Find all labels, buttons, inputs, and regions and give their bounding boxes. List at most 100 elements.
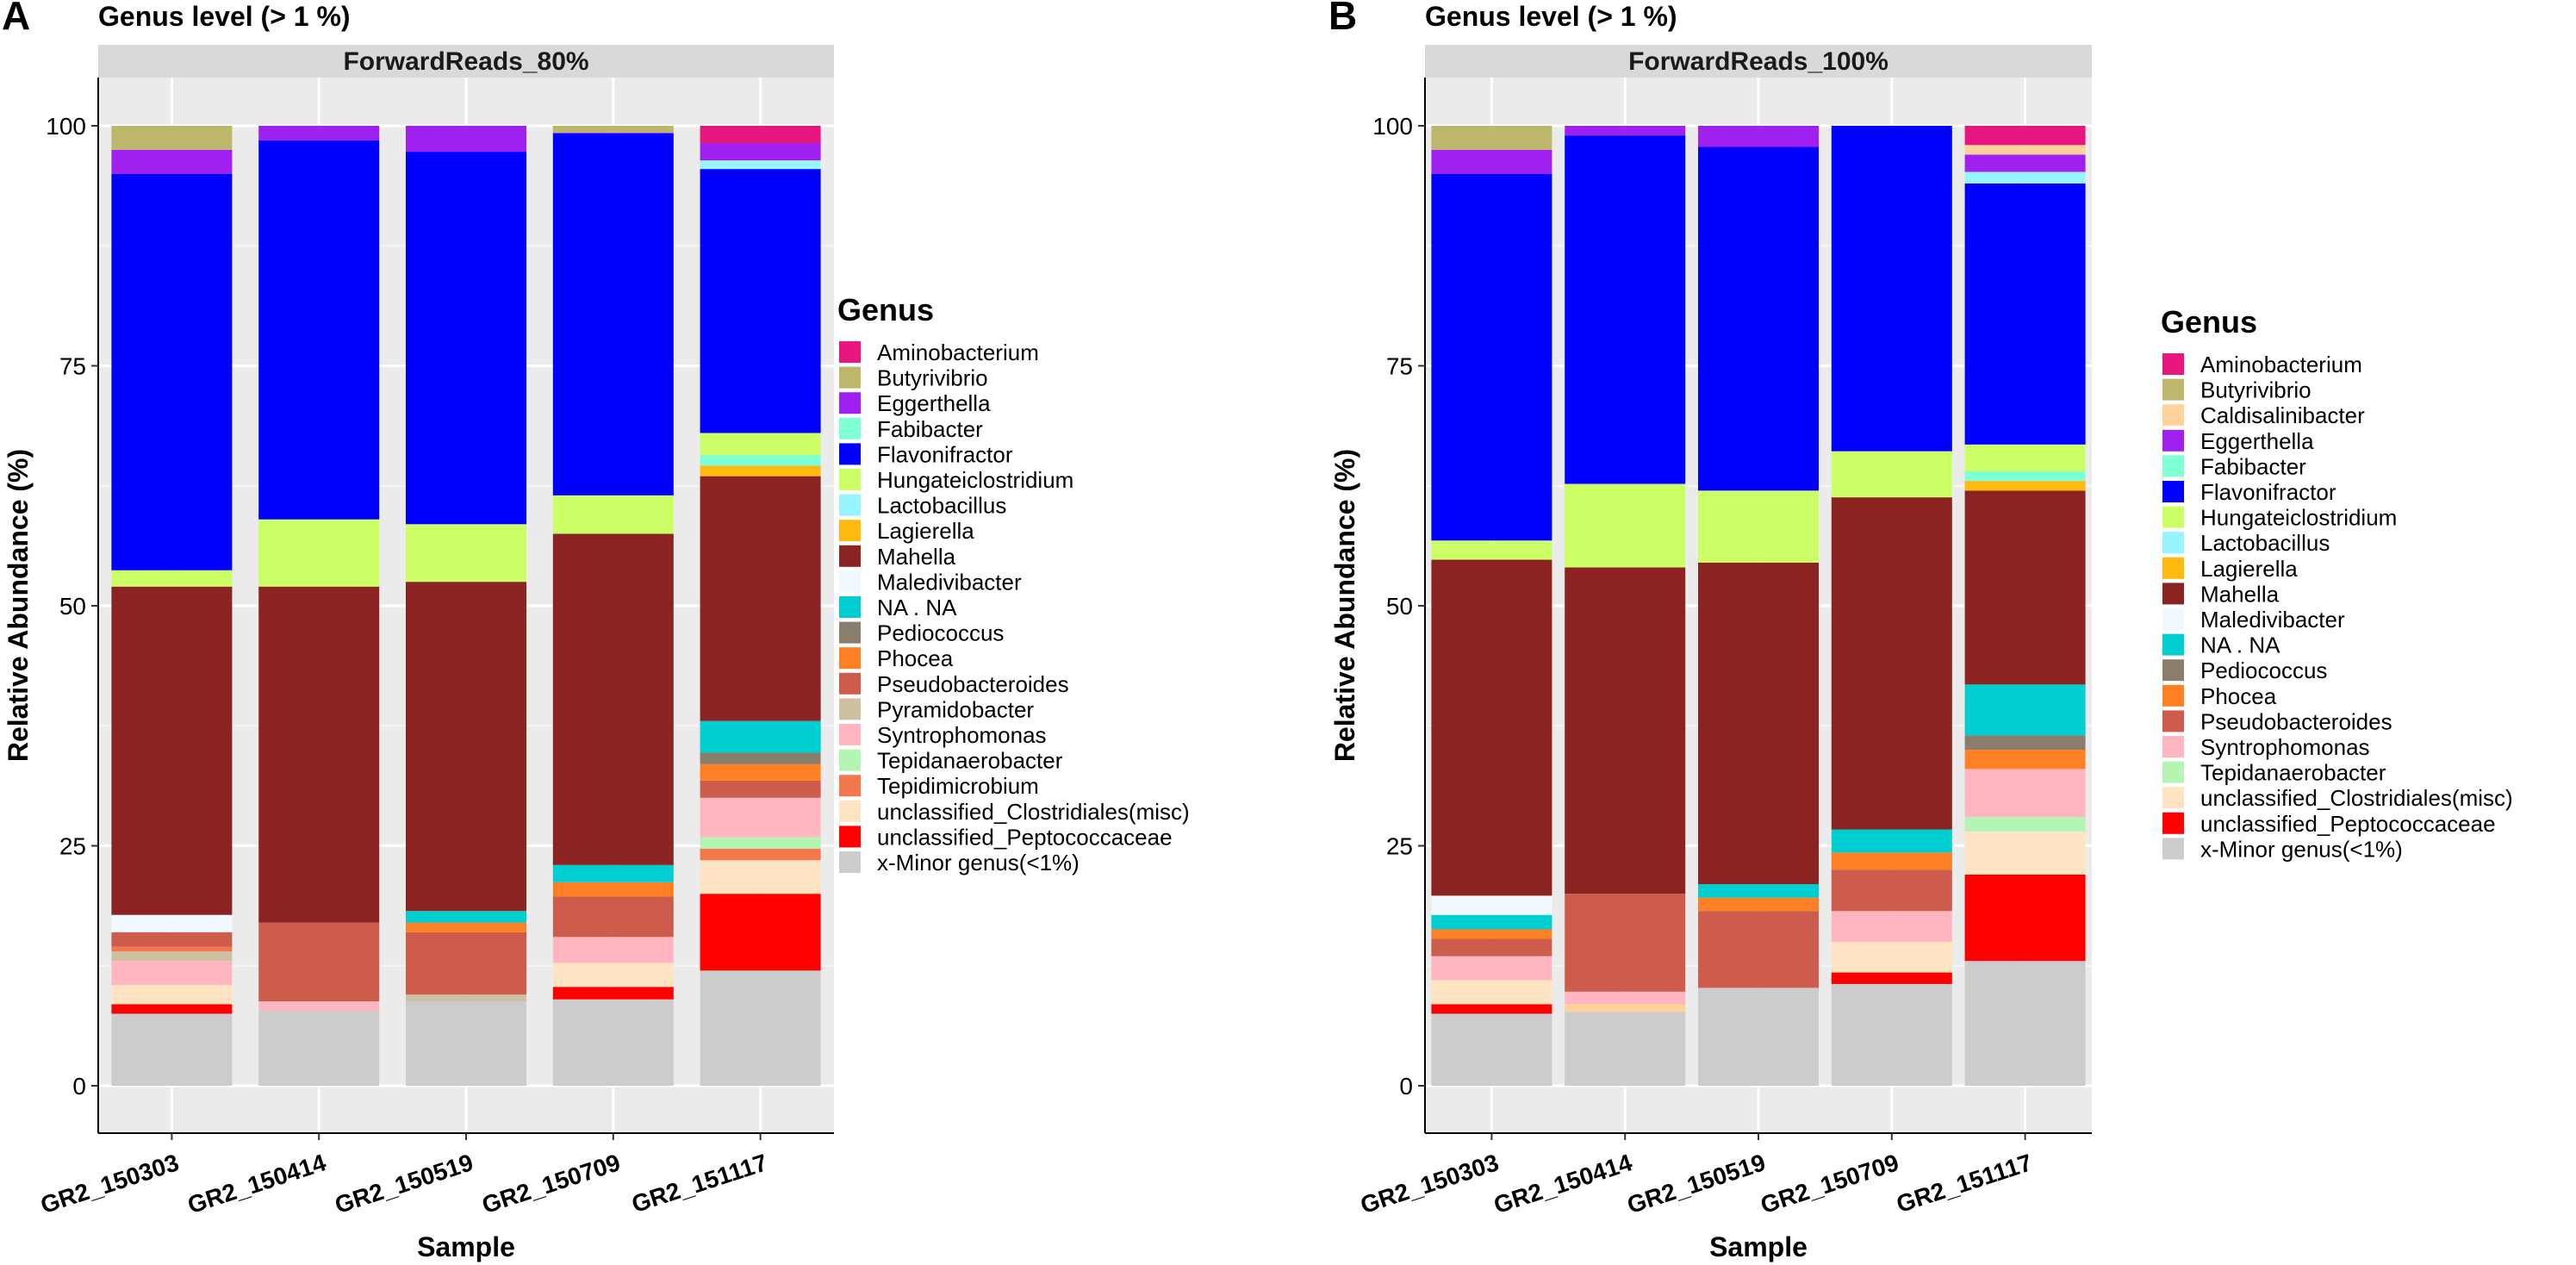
legend-swatch <box>839 672 861 695</box>
legend-label: Caldisalinibacter <box>2200 402 2365 428</box>
bar-segment <box>111 985 233 1005</box>
bar-segment <box>1431 980 1552 1005</box>
bar-segment <box>552 495 674 534</box>
y-tick-label: 75 <box>1386 353 1413 380</box>
bar-segment <box>1964 471 2086 482</box>
legend-label: Mahella <box>2200 581 2280 607</box>
legend-swatch <box>2162 838 2184 860</box>
bar-segment <box>1431 929 1552 939</box>
bar-segment <box>111 951 233 962</box>
legend-swatch <box>839 775 861 797</box>
bar-segment <box>552 133 674 495</box>
bar-segment <box>1964 481 2086 491</box>
bar-segment <box>700 433 821 456</box>
bar-segment <box>111 946 233 952</box>
legend-title: Genus <box>837 292 934 327</box>
legend-label: Lagierella <box>2200 556 2298 582</box>
y-tick-label: 0 <box>72 1073 86 1100</box>
bar-segment <box>406 922 526 932</box>
legend-label: Pseudobacteroides <box>877 671 1069 697</box>
bar-segment <box>1964 126 2086 146</box>
bar-segment <box>406 582 526 912</box>
bar-segment <box>552 132 674 134</box>
chart-title: Genus level (> 1 %) <box>1425 1 1677 32</box>
bar-segment <box>1698 146 1819 491</box>
bar-segment <box>700 465 821 477</box>
legend-label: Flavonifractor <box>2200 479 2336 505</box>
bar-segment <box>1698 911 1819 988</box>
bar-segment <box>552 126 674 133</box>
y-tick-label: 75 <box>59 353 86 380</box>
panel-b: B Genus level (> 1 %) ForwardReads_100% 0 25… <box>1328 0 2513 1262</box>
legend-label: Maledivibacter <box>877 569 1022 595</box>
bar-segment <box>1831 941 1952 973</box>
bar-segment <box>552 896 674 938</box>
legend-label: x-Minor genus(<1%) <box>877 850 1080 876</box>
legend-swatch <box>2162 787 2184 809</box>
legend: Genus AminobacteriumButyrivibrioEggerthel… <box>837 292 1190 876</box>
legend-swatch <box>839 621 861 644</box>
bar-segment <box>1831 497 1952 830</box>
bar-segment <box>1831 126 1952 452</box>
legend-swatch <box>2162 583 2184 605</box>
bar-segment <box>1698 126 1819 147</box>
bar-segment <box>1431 1013 1552 1086</box>
legend-swatch <box>2162 429 2184 452</box>
bar-segment <box>111 570 233 587</box>
legend-label: NA . NA <box>877 595 957 620</box>
legend-label: Maledivibacter <box>2200 607 2345 632</box>
bar-segment <box>406 994 526 1001</box>
bar-segment <box>1831 983 1952 1086</box>
legend-swatch <box>839 851 861 873</box>
y-axis-title: Relative Abundance (%) <box>3 449 34 762</box>
bar-segment <box>258 140 380 520</box>
legend-label: Lactobacillus <box>877 493 1006 519</box>
legend-swatch <box>839 520 861 542</box>
bar-segment <box>258 922 380 1001</box>
legend-swatch <box>2162 736 2184 757</box>
legend-label: Fabibacter <box>877 416 983 442</box>
y-tick-label: 50 <box>59 593 86 620</box>
bar-segment <box>406 1000 526 1086</box>
legend-swatch <box>2162 481 2184 502</box>
bar-segment <box>1698 562 1819 885</box>
legend-swatch <box>2162 684 2184 707</box>
bar-segment <box>1831 852 1952 870</box>
legend-title: Genus <box>2161 304 2257 340</box>
legend-swatch <box>2162 633 2184 656</box>
x-tick-label: GR2_150414 <box>184 1149 329 1218</box>
bar-segment <box>1565 135 1686 484</box>
bar-segment <box>1698 897 1819 912</box>
legend-label: Hungateiclostridium <box>2200 505 2397 531</box>
legend-swatch <box>839 698 861 720</box>
legend-label: Pediococcus <box>2200 657 2327 683</box>
bar-segment <box>1831 451 1952 498</box>
chart-title: Genus level (> 1 %) <box>98 1 351 32</box>
bar-segment <box>1431 126 1552 150</box>
legend-label: NA . NA <box>2200 632 2280 658</box>
bar-segment <box>552 999 674 1086</box>
bar-segment <box>1964 735 2086 751</box>
bar-segment <box>111 149 233 174</box>
bar-segment <box>1565 483 1686 568</box>
bar-segment <box>552 533 674 865</box>
x-tick-label: GR2_150709 <box>479 1149 624 1218</box>
legend-label: Aminobacterium <box>877 340 1039 365</box>
y-tick-label: 0 <box>1399 1073 1413 1100</box>
legend-label: Fabibacter <box>2200 453 2306 479</box>
facet-strip <box>1425 45 2092 78</box>
bar-segment <box>111 961 233 986</box>
x-tick-label: GR2_150709 <box>1758 1149 1902 1218</box>
bar-segment <box>1964 684 2086 736</box>
bar-segment <box>1964 750 2086 770</box>
bar-segment <box>258 586 380 923</box>
x-axis-title: Sample <box>417 1231 515 1262</box>
legend-swatch <box>2162 761 2184 783</box>
x-tick-label: GR2_151117 <box>1893 1149 2035 1218</box>
legend-label: unclassified_Clostridiales(misc) <box>877 799 1190 825</box>
bar-segment <box>1964 961 2086 1086</box>
legend-label: Flavonifractor <box>877 441 1013 467</box>
facet-label: ForwardReads_100% <box>1628 47 1888 76</box>
legend-swatch <box>2162 506 2184 528</box>
